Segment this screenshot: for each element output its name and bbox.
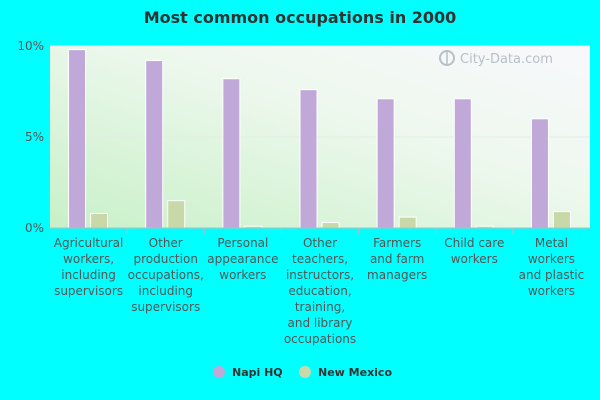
bar-new-mexico[interactable] <box>552 211 571 229</box>
x-tick-label: Metal workers and plastic workers <box>519 236 585 298</box>
bar-new-mexico[interactable] <box>90 212 109 229</box>
bar-new-mexico[interactable] <box>321 222 340 229</box>
x-tick-label: Other production occupations, including supe… <box>128 236 204 314</box>
x-tick-label: Personal appearance workers <box>207 236 278 282</box>
y-tick-label: 0% <box>25 221 44 235</box>
legend-label[interactable]: Napi HQ <box>232 366 283 379</box>
legend-swatch <box>299 366 311 378</box>
x-tick-label: Other teachers, instructors, education, trai… <box>284 236 356 346</box>
bar-new-mexico[interactable] <box>398 216 417 229</box>
x-tick-label: Agricultural workers, including supervisors <box>54 236 124 298</box>
bar-napi-hq[interactable] <box>68 49 87 229</box>
bar-napi-hq[interactable] <box>145 60 164 229</box>
x-tick-label: Child care workers <box>444 236 504 266</box>
bar-new-mexico[interactable] <box>167 200 186 229</box>
bar-napi-hq[interactable] <box>222 78 241 229</box>
legend-label[interactable]: New Mexico <box>318 366 392 379</box>
y-tick-label: 5% <box>25 130 44 144</box>
legend-swatch <box>213 366 225 378</box>
watermark: City-Data.com <box>439 50 553 67</box>
bar-napi-hq[interactable] <box>530 118 549 229</box>
bar-napi-hq[interactable] <box>299 89 318 229</box>
chart-title: Most common occupations in 2000 <box>143 8 457 27</box>
watermark-text: City-Data.com <box>460 52 553 67</box>
x-tick-label: Farmers and farm managers <box>367 236 427 282</box>
bar-napi-hq[interactable] <box>453 98 472 229</box>
y-tick-label: 10% <box>17 39 44 53</box>
bar-napi-hq[interactable] <box>376 98 395 229</box>
